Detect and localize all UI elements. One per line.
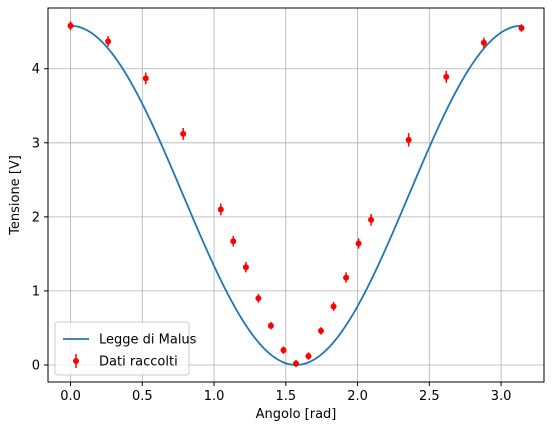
data-point: [405, 136, 412, 143]
x-tick-label: 2.0: [347, 389, 368, 404]
data-point: [480, 39, 487, 46]
legend-label-malus: Legge di Malus: [99, 333, 197, 348]
y-tick-label: 3: [32, 136, 40, 151]
grid: [48, 8, 544, 382]
data-point: [330, 303, 337, 310]
data-point: [105, 38, 112, 45]
y-tick-label: 2: [32, 210, 40, 225]
x-tick-label: 1.0: [204, 389, 225, 404]
legend-marker-sample: [73, 358, 79, 364]
data-point: [343, 274, 350, 281]
y-axis-label: Tensione [V]: [8, 155, 23, 236]
x-tick-label: 2.5: [419, 389, 440, 404]
data-point: [267, 322, 274, 329]
data-point: [230, 238, 237, 245]
y-axis-ticks: 0 1 2 3 4: [32, 62, 48, 373]
y-tick-label: 1: [32, 284, 40, 299]
x-axis-ticks: 0.0 0.5 1.0 1.5 2.0 2.5 3.0: [60, 382, 511, 404]
data-point: [355, 240, 362, 247]
series-line-legge-di-malus: [70, 24, 522, 366]
data-point: [142, 75, 149, 82]
x-tick-label: 1.5: [275, 389, 296, 404]
data-point: [518, 24, 525, 31]
data-point: [67, 22, 74, 29]
x-tick-label: 3.0: [491, 389, 512, 404]
plot-frame: [47, 7, 545, 383]
x-tick-label: 0.0: [60, 389, 81, 404]
legend-box: [54, 321, 190, 376]
y-tick-label: 4: [32, 62, 40, 77]
y-tick-label: 0: [32, 358, 40, 373]
x-tick-label: 0.5: [132, 389, 153, 404]
data-point: [280, 347, 287, 354]
data-point: [255, 295, 262, 302]
legend-label-data: Dati raccolti: [99, 355, 178, 370]
data-point: [368, 216, 375, 223]
data-point: [242, 264, 249, 271]
data-point: [293, 360, 299, 367]
legend: Legge di Malus Dati raccolti: [54, 321, 197, 376]
data-point: [217, 206, 224, 213]
data-point: [443, 73, 450, 80]
curve-layer: [70, 24, 522, 366]
data-point: [180, 130, 187, 137]
data-point: [317, 327, 324, 334]
data-point: [305, 353, 312, 360]
x-axis-label: Angolo [rad]: [256, 407, 337, 422]
points-layer: [67, 21, 525, 368]
